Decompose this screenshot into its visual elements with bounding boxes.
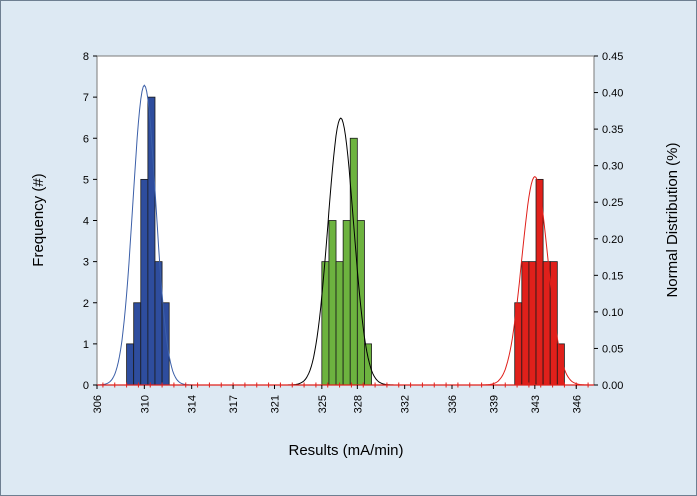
y2-tick-label: 0.15 [602,270,623,282]
x-tick-label: 306 [92,395,104,413]
y2-tick-label: 0.40 [602,88,623,100]
x-tick-label: 321 [270,395,282,413]
y2-axis-title: Normal Distribution (%) [664,142,681,297]
histogram-bar [521,261,530,386]
histogram-bar [528,261,537,386]
histogram-bar [126,343,135,386]
x-tick-label: 328 [352,395,364,413]
y2-tick-label: 0.45 [602,51,623,63]
histogram-bar [140,178,149,386]
histogram-bar [549,261,558,386]
y-tick-label: 5 [83,174,89,186]
left-y-axis: 0 1 2 3 4 5 6 7 8 [83,51,97,392]
x-tick-label: 310 [139,395,151,413]
y2-tick-label: 0.35 [602,124,623,136]
x-axis-title: Results (mA/min) [288,442,403,459]
y-tick-label: 8 [83,51,89,63]
histogram-bar [328,220,337,386]
y2-tick-label: 0.25 [602,197,623,209]
y-tick-label: 6 [83,133,89,145]
y-tick-label: 3 [83,257,89,269]
y-tick-label: 1 [83,339,89,351]
x-tick-label: 314 [187,395,199,413]
x-tick-label: 339 [488,395,500,413]
histogram-bar [364,343,372,386]
x-axis: 306 310 314 317 321 325 328 332 336 339 343 346 [92,385,583,413]
baseline-layer [97,382,594,388]
x-tick-label: 325 [317,395,329,413]
x-tick-label: 317 [228,395,240,413]
histogram-bar [342,220,351,386]
x-tick-label: 336 [447,395,459,413]
y2-tick-label: 0.30 [602,161,623,173]
y2-tick-label: 0.10 [602,307,623,319]
y-tick-label: 2 [83,298,89,310]
x-tick-label: 332 [400,395,412,413]
x-tick-label: 343 [530,395,542,413]
histogram-bar [542,261,551,386]
x-tick-label: 346 [571,395,583,413]
y-tick-label: 0 [83,380,89,392]
y2-tick-label: 0.20 [602,234,623,246]
y-tick-label: 4 [83,216,89,228]
histogram-bar [335,261,344,386]
y2-tick-label: 0.00 [602,380,623,392]
histogram-bar [133,302,142,386]
histogram-bar [161,302,170,386]
y-axis-title: Frequency (#) [30,173,47,266]
y2-tick-label: 0.05 [602,343,623,355]
right-y-axis: 0.00 0.05 0.10 0.15 0.20 0.25 0.30 0.35 0.40 0.45 [594,51,623,392]
y-tick-label: 7 [83,92,89,104]
